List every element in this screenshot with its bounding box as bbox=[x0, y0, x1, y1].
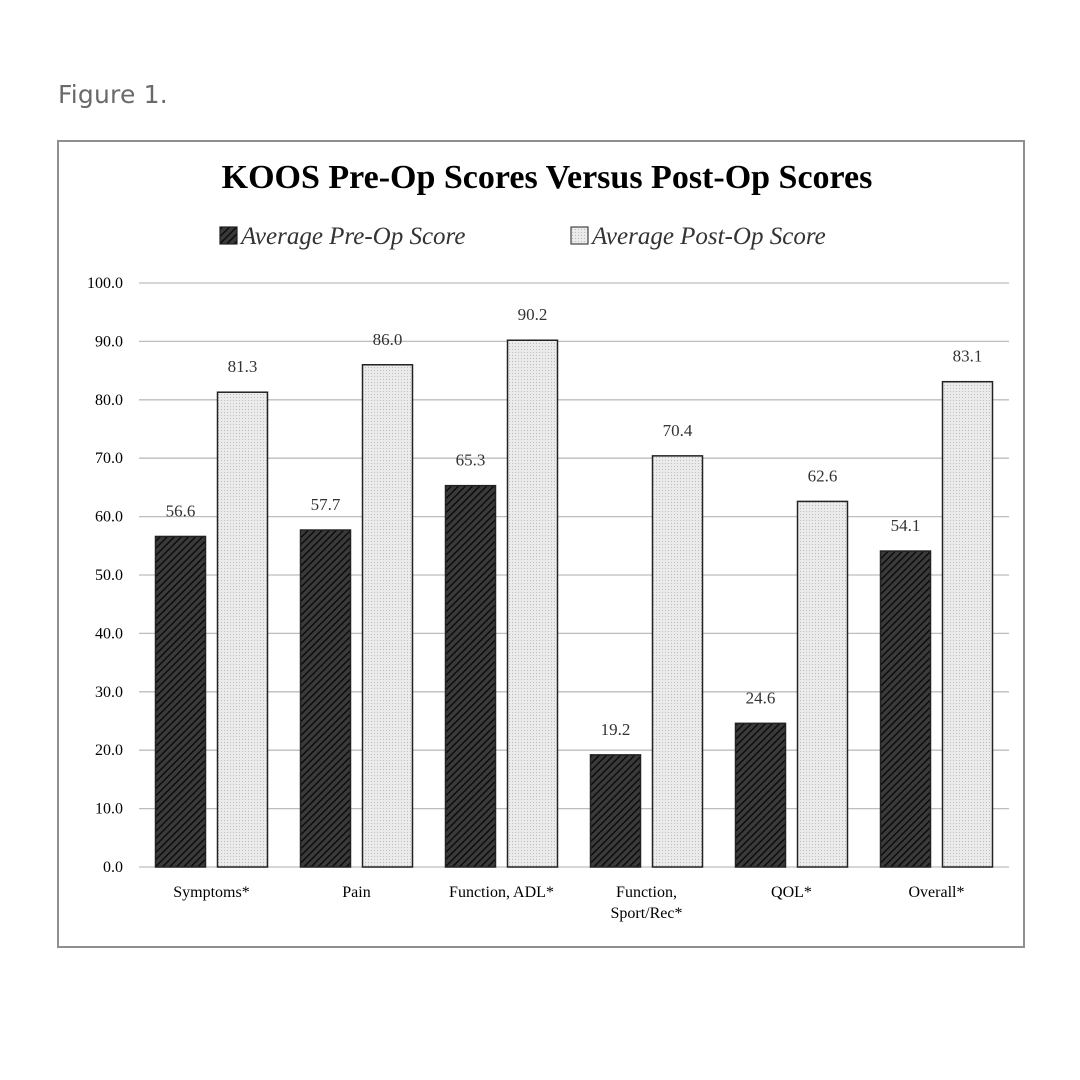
category-labels: Symptoms* Pain Function, ADL* Function, Spor… bbox=[173, 884, 964, 922]
bar-pre-op-2 bbox=[444, 484, 497, 868]
bar-post-op-3 bbox=[651, 455, 704, 868]
category-label-4: QOL* bbox=[771, 884, 812, 901]
bar-post-op-4 bbox=[796, 500, 849, 868]
y-tick-label: 60.0 bbox=[95, 509, 123, 526]
value-label-pre-op-3: 19.2 bbox=[601, 720, 631, 739]
y-tick-label: 20.0 bbox=[95, 742, 123, 759]
legend: Average Pre-Op Score Average Post-Op Sco… bbox=[219, 223, 826, 250]
y-tick-label: 70.0 bbox=[95, 450, 123, 467]
chart-title: KOOS Pre-Op Scores Versus Post-Op Scores bbox=[222, 159, 873, 196]
category-label-2: Function, ADL* bbox=[449, 884, 554, 901]
y-tick-label: 50.0 bbox=[95, 567, 123, 584]
y-axis-ticks: 0.0 10.0 20.0 30.0 40.0 50.0 60.0 70.0 80.0 90.0 1… bbox=[87, 275, 123, 876]
legend-swatch-pre bbox=[219, 226, 238, 245]
bar-pre-op-3 bbox=[589, 754, 642, 868]
value-label-pre-op-1: 57.7 bbox=[311, 495, 341, 514]
legend-label-post: Average Post-Op Score bbox=[590, 223, 826, 250]
y-tick-label: 80.0 bbox=[95, 392, 123, 409]
legend-swatch-post bbox=[570, 226, 589, 245]
bars bbox=[154, 339, 994, 868]
value-label-post-op-1: 86.0 bbox=[373, 330, 403, 349]
value-label-post-op-0: 81.3 bbox=[228, 357, 258, 376]
value-label-post-op-4: 62.6 bbox=[808, 466, 838, 485]
figure-caption: Figure 1. bbox=[58, 80, 168, 109]
value-label-pre-op-5: 54.1 bbox=[891, 516, 921, 535]
bar-post-op-2 bbox=[506, 339, 559, 868]
bar-pre-op-5 bbox=[879, 550, 932, 868]
category-label-3: Function, bbox=[616, 884, 677, 901]
category-label-1: Pain bbox=[342, 884, 370, 901]
bar-post-op-0 bbox=[216, 391, 269, 868]
y-tick-label: 10.0 bbox=[95, 801, 123, 818]
value-label-pre-op-4: 24.6 bbox=[746, 688, 776, 707]
legend-label-pre: Average Pre-Op Score bbox=[239, 223, 465, 250]
value-label-pre-op-2: 65.3 bbox=[456, 451, 486, 470]
bar-pre-op-4 bbox=[734, 722, 787, 868]
y-tick-label: 100.0 bbox=[87, 275, 123, 292]
value-label-post-op-5: 83.1 bbox=[953, 347, 983, 366]
category-label-5: Overall* bbox=[909, 884, 965, 901]
value-label-post-op-3: 70.4 bbox=[663, 421, 693, 440]
value-label-pre-op-0: 56.6 bbox=[166, 501, 196, 520]
category-label-0: Symptoms* bbox=[173, 884, 249, 901]
bar-pre-op-1 bbox=[299, 529, 352, 868]
y-tick-label: 40.0 bbox=[95, 625, 123, 642]
y-tick-label: 0.0 bbox=[103, 859, 123, 876]
value-label-post-op-2: 90.2 bbox=[518, 305, 548, 324]
bar-post-op-5 bbox=[941, 380, 994, 868]
y-tick-label: 90.0 bbox=[95, 333, 123, 350]
gridlines bbox=[139, 282, 1009, 868]
chart-frame: KOOS Pre-Op Scores Versus Post-Op Scores… bbox=[57, 140, 1025, 948]
bar-chart: KOOS Pre-Op Scores Versus Post-Op Scores… bbox=[87, 159, 1009, 922]
value-labels: 56.6 81.3 57.7 86.0 65.3 90.2 19.2 70.4 24.6 62.6… bbox=[166, 305, 983, 739]
bar-pre-op-0 bbox=[154, 535, 207, 868]
y-tick-label: 30.0 bbox=[95, 684, 123, 701]
category-label-3: Sport/Rec* bbox=[611, 905, 683, 922]
bar-post-op-1 bbox=[361, 364, 414, 868]
